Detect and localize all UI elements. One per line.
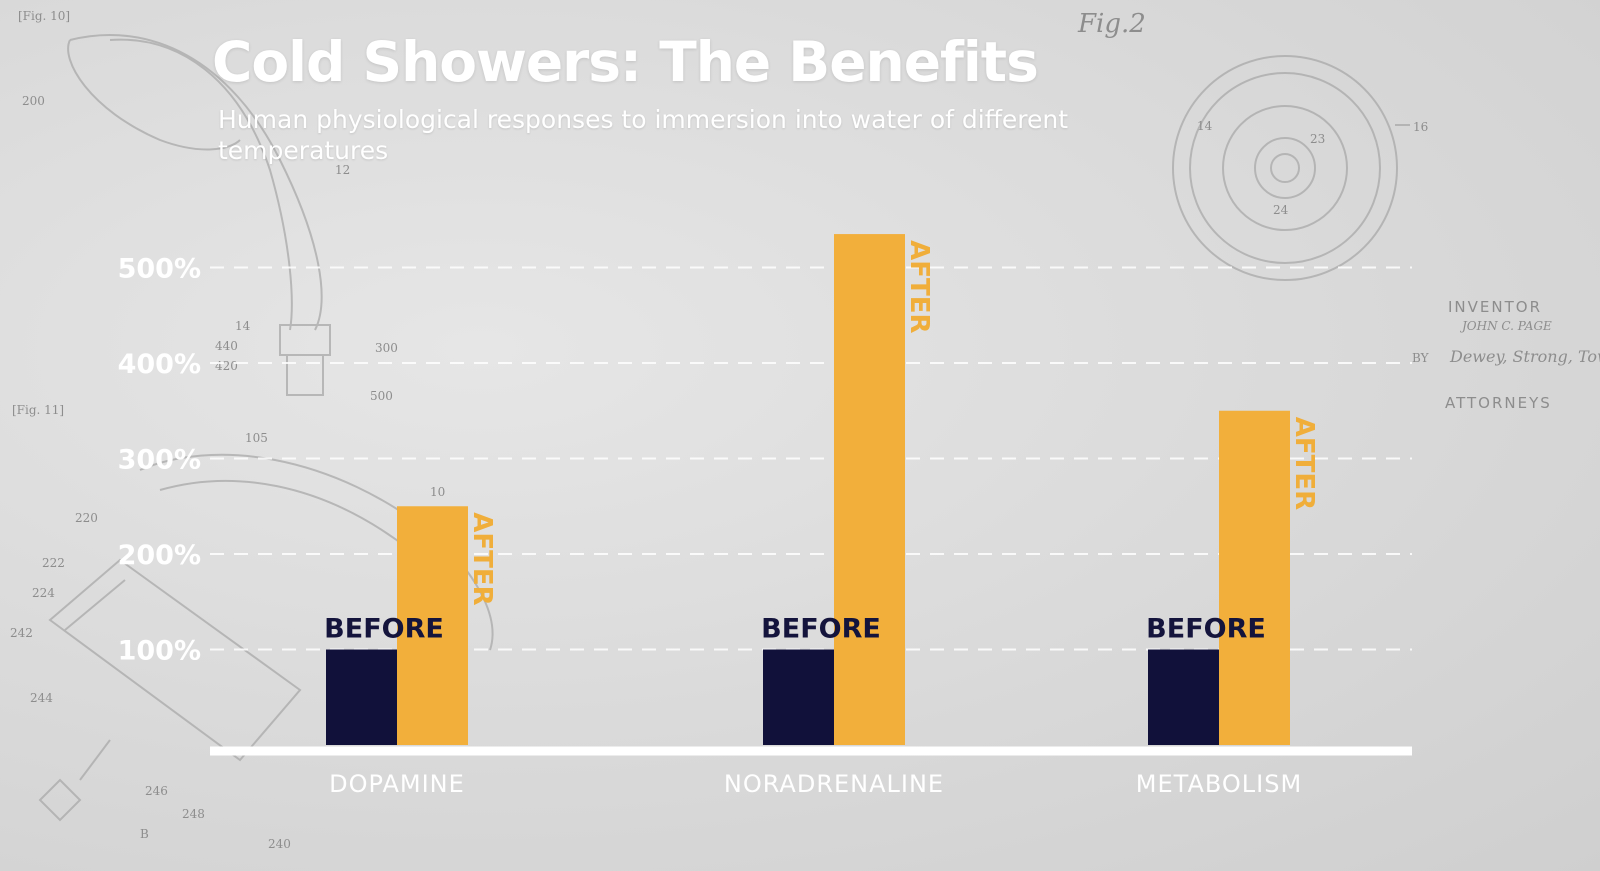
fig-10-label: [Fig. 10] xyxy=(18,9,70,23)
bar-before xyxy=(1148,649,1219,745)
patent-ref-number: 242 xyxy=(10,626,33,640)
after-label: AFTER xyxy=(467,512,497,605)
fig-11-label: [Fig. 11] xyxy=(12,403,64,417)
patent-ref-number: 10 xyxy=(430,485,445,499)
y-tick-label: 300% xyxy=(118,445,201,476)
inventor-name: JOHN C. PAGE xyxy=(1459,319,1552,333)
attorney-names: Dewey, Strong, Townsend & Loftus xyxy=(1449,347,1600,366)
patent-ref-number: 244 xyxy=(30,691,53,705)
patent-ref-number: 200 xyxy=(22,94,45,108)
patent-ref-number: 23 xyxy=(1310,132,1325,146)
patent-ref-number: 500 xyxy=(370,389,393,403)
bar-labels: BEFORE AFTER BEFORE AFTER BEFORE AFTER xyxy=(324,240,1319,644)
chart-subtitle: Human physiological responses to immersi… xyxy=(218,105,1069,165)
before-label: BEFORE xyxy=(324,614,444,645)
category-labels: DOPAMINE NORADRENALINE METABOLISM xyxy=(329,770,1302,798)
patent-ref-number: 105 xyxy=(245,431,268,445)
y-tick-label: 400% xyxy=(118,349,201,380)
patent-ref-number: 16 xyxy=(1413,120,1428,134)
before-label: BEFORE xyxy=(761,614,881,645)
category-label: NORADRENALINE xyxy=(724,770,944,798)
patent-ref-number: 14 xyxy=(1197,119,1213,133)
inventor-label: INVENTOR xyxy=(1448,298,1542,316)
y-tick-label: 500% xyxy=(118,254,201,285)
before-label: BEFORE xyxy=(1146,614,1266,645)
patent-ref-number: 246 xyxy=(145,784,168,798)
bar-after xyxy=(834,234,905,745)
by-label: BY xyxy=(1412,351,1430,365)
patent-reference-numbers: 2001214440420300500105102202222242422442… xyxy=(10,94,1428,851)
patent-ref-number: 300 xyxy=(375,341,398,355)
y-tick-label: 100% xyxy=(118,636,201,667)
patent-ref-number: 222 xyxy=(42,556,65,570)
patent-ref-number: B xyxy=(140,827,149,841)
patent-ref-number: 440 xyxy=(215,339,238,353)
patent-ref-number: 12 xyxy=(335,163,350,177)
bars xyxy=(326,234,1290,745)
patent-ref-number: 14 xyxy=(235,319,251,333)
category-label: METABOLISM xyxy=(1136,770,1302,798)
bar-before xyxy=(763,649,834,745)
y-axis-ticks: 100% 200% 300% 400% 500% xyxy=(118,254,201,667)
patent-ref-number: 224 xyxy=(32,586,55,600)
bar-after xyxy=(1219,410,1290,745)
attorneys-label: ATTORNEYS xyxy=(1445,394,1552,412)
patent-ref-number: 240 xyxy=(268,837,291,851)
patent-ref-number: 248 xyxy=(182,807,205,821)
category-label: DOPAMINE xyxy=(329,770,465,798)
patent-ref-number: 220 xyxy=(75,511,98,525)
chart-title: Cold Showers: The Benefits xyxy=(212,30,1039,94)
after-label: AFTER xyxy=(1289,417,1319,510)
fig-2-label: Fig.2 xyxy=(1077,9,1146,39)
bar-after xyxy=(397,506,468,745)
after-label: AFTER xyxy=(904,240,934,333)
patent-ref-number: 24 xyxy=(1273,203,1289,217)
bar-before xyxy=(326,649,397,745)
y-tick-label: 200% xyxy=(118,540,201,571)
